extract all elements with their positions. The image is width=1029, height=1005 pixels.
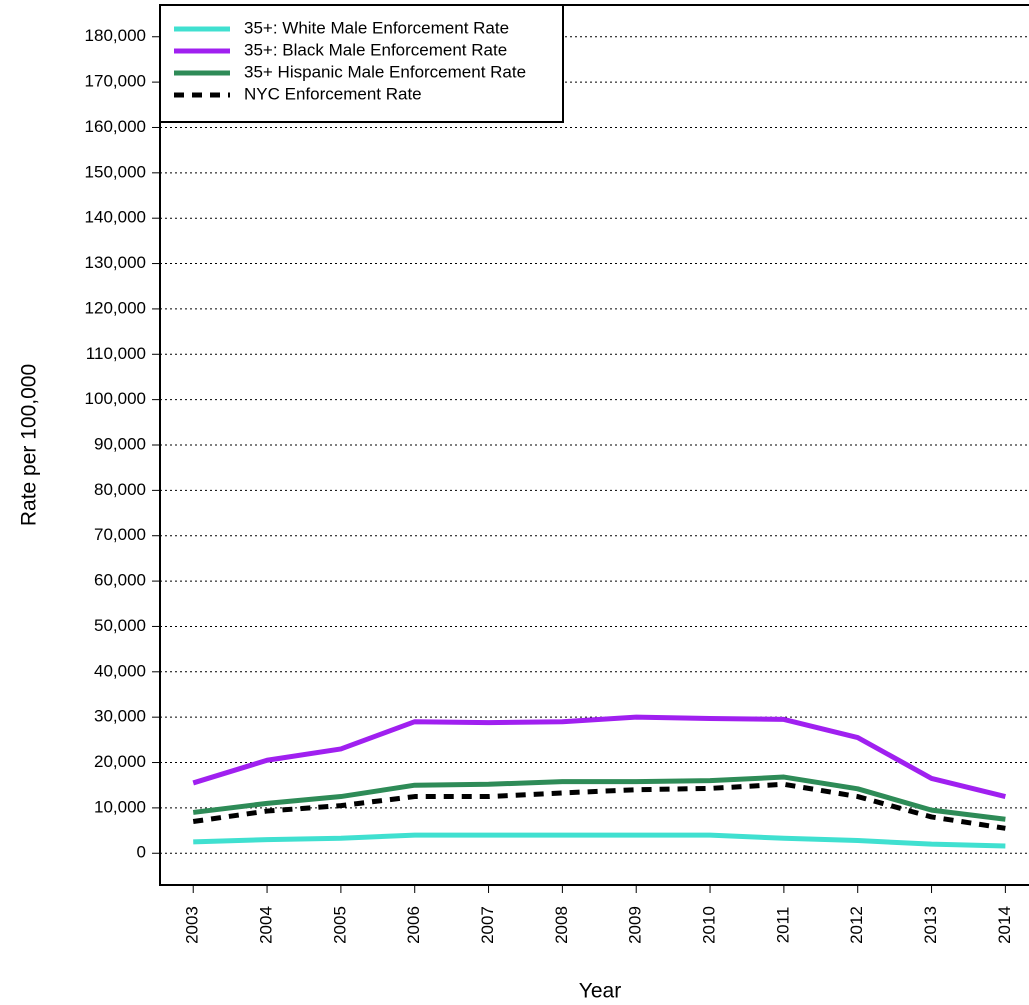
legend-label: 35+: White Male Enforcement Rate <box>244 18 509 37</box>
y-tick-label: 110,000 <box>86 344 146 363</box>
series-line <box>193 832 1006 849</box>
y-tick-label: 120,000 <box>85 298 146 317</box>
x-tick-label: 2008 <box>552 906 571 944</box>
x-tick-label: 2004 <box>257 906 276 944</box>
series-line <box>192 774 1006 822</box>
y-tick-label: 30,000 <box>94 707 146 726</box>
y-tick-label: 60,000 <box>94 571 146 590</box>
y-tick-label: 130,000 <box>85 253 146 272</box>
y-tick-label: 180,000 <box>85 26 146 45</box>
x-tick-label: 2009 <box>626 906 645 944</box>
y-tick-label: 50,000 <box>94 616 146 635</box>
legend-box <box>159 4 564 123</box>
legend-label: 35+: Black Male Enforcement Rate <box>244 40 507 59</box>
y-tick-label: 90,000 <box>94 434 146 453</box>
series-line <box>192 714 1006 799</box>
y-tick-label: 100,000 <box>85 389 146 408</box>
x-tick-label: 2007 <box>478 906 497 944</box>
y-tick-label: 140,000 <box>85 208 146 227</box>
plot-frame <box>159 4 1029 886</box>
legend-label: NYC Enforcement Rate <box>244 84 422 103</box>
x-tick-label: 2006 <box>404 906 423 944</box>
x-tick-label: 2005 <box>330 906 349 944</box>
y-tick-label: 20,000 <box>94 752 146 771</box>
y-tick-label: 170,000 <box>85 72 146 91</box>
x-tick-label: 2013 <box>921 906 940 944</box>
y-tick-label: 40,000 <box>94 661 146 680</box>
y-tick-label: 10,000 <box>94 797 146 816</box>
x-tick-label: 2010 <box>700 906 719 944</box>
y-tick-label: 80,000 <box>94 480 146 499</box>
y-tick-label: 70,000 <box>94 525 146 544</box>
x-tick-label: 2012 <box>847 906 866 944</box>
y-tick-label: 160,000 <box>85 117 146 136</box>
legend-label: 35+ Hispanic Male Enforcement Rate <box>244 62 526 81</box>
x-axis-label: Year <box>579 980 621 1003</box>
y-axis-label: Rate per 100,000 <box>18 364 41 526</box>
x-tick-label: 2014 <box>995 906 1014 944</box>
series-line <box>192 781 1006 831</box>
x-tick-label: 2011 <box>773 907 792 944</box>
x-tick-label: 2003 <box>183 906 202 944</box>
y-tick-label: 0 <box>137 843 146 862</box>
y-tick-label: 150,000 <box>85 162 146 181</box>
